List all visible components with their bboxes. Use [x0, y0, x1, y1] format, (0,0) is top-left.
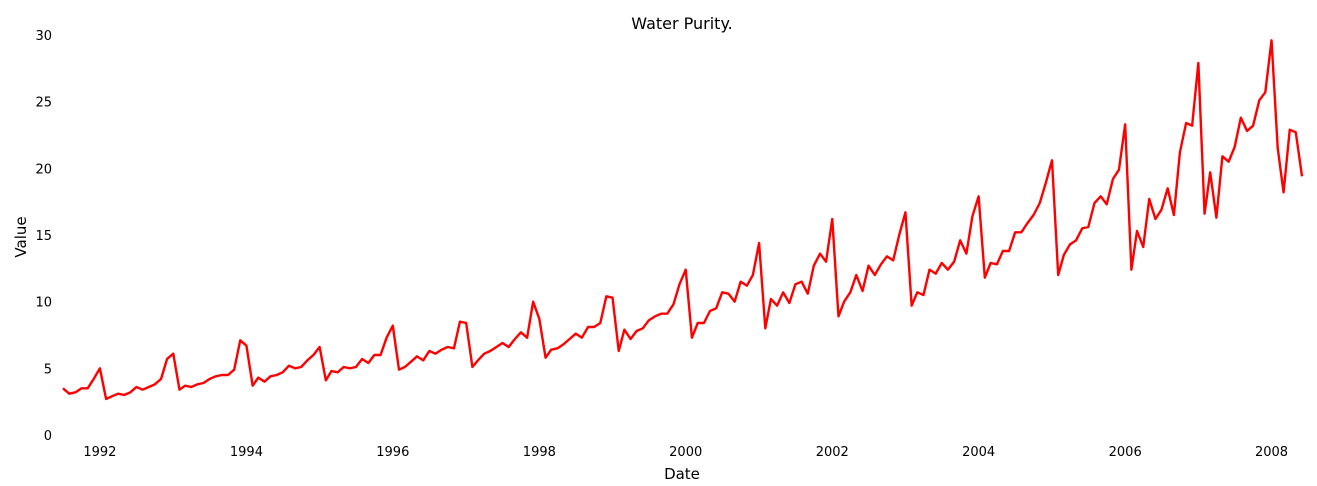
- series-line: [62, 39, 1304, 401]
- y-tick-label: 30: [35, 29, 52, 44]
- y-axis-label: Value: [12, 216, 30, 257]
- x-tick-label: 2000: [669, 445, 702, 460]
- y-tick-label: 25: [35, 96, 52, 111]
- y-tick-label: 10: [35, 296, 52, 311]
- y-axis-ticks: 0 5 10 15 20 25 30: [35, 29, 52, 444]
- x-tick-label: 2002: [816, 445, 849, 460]
- y-tick-label: 0: [44, 429, 52, 444]
- x-tick-label: 1994: [230, 445, 263, 460]
- x-axis-ticks: 1992 1994 1996 1998 2000 2002 2004 2006 2008: [83, 445, 1288, 460]
- series-layer: [62, 39, 1304, 401]
- x-tick-label: 2008: [1255, 445, 1288, 460]
- y-tick-label: 15: [35, 229, 52, 244]
- x-tick-label: 2004: [962, 445, 995, 460]
- chart-title: Water Purity.: [631, 14, 732, 33]
- x-axis-label: Date: [664, 465, 700, 483]
- x-tick-label: 1998: [523, 445, 556, 460]
- x-tick-label: 1992: [83, 445, 116, 460]
- y-tick-label: 5: [44, 362, 52, 377]
- x-tick-label: 1996: [376, 445, 409, 460]
- y-tick-label: 20: [35, 162, 52, 177]
- x-tick-label: 2006: [1109, 445, 1142, 460]
